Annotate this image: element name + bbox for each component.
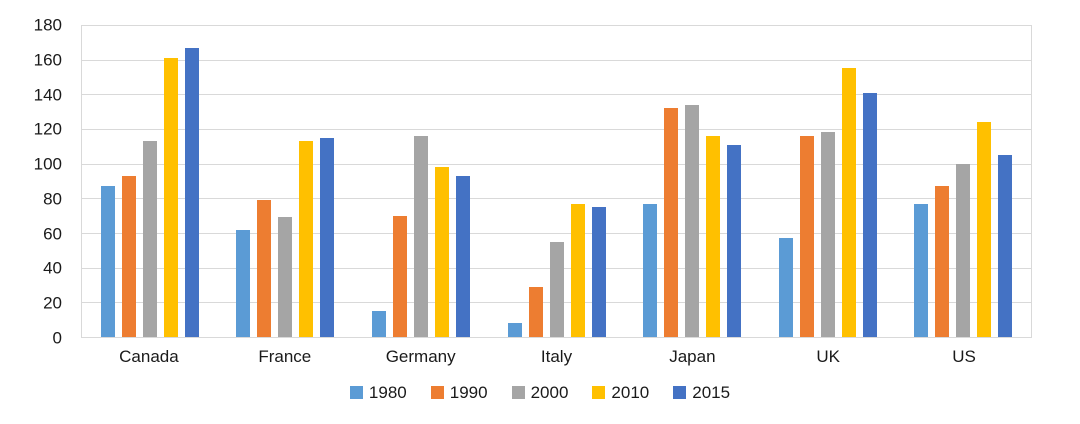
legend-label: 1990 [449, 383, 488, 402]
y-tick-label-0: 0 [52, 328, 62, 348]
y-tick-label-100: 100 [33, 154, 62, 174]
bar-japan-2010 [706, 135, 721, 337]
bar-us-2000 [956, 163, 971, 337]
y-tick-label-80: 80 [43, 189, 62, 209]
y-tick-label-120: 120 [33, 119, 62, 139]
x-tick-label-italy: Italy [540, 347, 573, 366]
bar-italy-2000 [549, 241, 564, 337]
bar-japan-1980 [643, 203, 658, 337]
bar-germany-2010 [434, 167, 449, 337]
gridline-180 [82, 25, 1031, 26]
bar-canada-2015 [184, 47, 199, 337]
gridline-60 [82, 233, 1031, 235]
bar-us-2010 [977, 122, 992, 337]
x-tick-label-canada: Canada [119, 347, 179, 366]
bar-uk-2000 [820, 132, 835, 337]
gridline-160 [82, 59, 1031, 61]
bar-germany-2015 [455, 175, 470, 337]
bar-uk-1990 [799, 135, 814, 337]
y-axis: 0 20 40 60 80 100 120 140 160 180 [0, 17, 62, 347]
legend: 1980 1990 2000 2010 2015 [0, 384, 1080, 401]
legend-item-1990: 1990 [430, 383, 488, 402]
bar-uk-2015 [862, 92, 877, 337]
legend-swatch-icon [349, 386, 363, 399]
bar-canada-2010 [163, 57, 178, 337]
bar-japan-1990 [664, 108, 679, 337]
bar-uk-1980 [778, 238, 793, 337]
y-tick-label-140: 140 [33, 85, 62, 105]
x-tick-label-uk: UK [816, 347, 841, 366]
legend-swatch-icon [511, 386, 525, 399]
y-tick-label-20: 20 [43, 293, 62, 313]
y-tick-label-40: 40 [43, 258, 62, 278]
bar-group-italy [489, 25, 625, 337]
plot-area [81, 25, 1032, 338]
bar-group-japan [624, 25, 760, 337]
bar-france-2000 [278, 217, 293, 337]
legend-item-2010: 2010 [592, 384, 649, 401]
legend-label: 2010 [611, 383, 650, 402]
bar-germany-1980 [371, 311, 386, 337]
y-tick-label-160: 160 [33, 50, 62, 70]
bar-canada-1990 [121, 175, 136, 337]
bar-france-2015 [320, 137, 335, 337]
bar-italy-2015 [591, 207, 606, 337]
bar-group-uk [760, 25, 896, 337]
bar-us-1990 [935, 186, 950, 337]
gridline-120 [82, 129, 1031, 131]
bar-france-2010 [299, 141, 314, 337]
bar-france-1990 [257, 200, 272, 337]
legend-item-2000: 2000 [511, 383, 569, 402]
bar-uk-2010 [841, 68, 856, 337]
x-tick-label-us: US [952, 347, 976, 366]
bar-italy-1980 [507, 323, 522, 337]
gridline-100 [82, 163, 1031, 165]
gridline-80 [82, 198, 1031, 200]
y-tick-label-60: 60 [43, 224, 62, 244]
bar-canada-2000 [142, 141, 157, 337]
legend-swatch-icon [592, 386, 606, 399]
legend-item-2015: 2015 [673, 384, 730, 401]
bar-germany-2000 [413, 135, 428, 337]
bar-group-france [218, 25, 354, 337]
x-tick-label-germany: Germany [385, 347, 456, 366]
legend-swatch-icon [673, 386, 687, 399]
x-tick-label-japan: Japan [669, 347, 716, 366]
bar-japan-2015 [727, 144, 742, 337]
x-axis: Canada France Germany Italy Japan UK US [81, 347, 1032, 367]
legend-label: 1980 [368, 383, 407, 402]
legend-swatch-icon [430, 386, 444, 399]
bar-japan-2000 [685, 104, 700, 337]
legend-label: 2015 [692, 383, 731, 402]
bar-group-germany [353, 25, 489, 337]
bar-italy-1990 [528, 286, 543, 337]
y-tick-label-180: 180 [33, 15, 62, 35]
bar-us-1980 [914, 203, 929, 337]
gridline-140 [82, 94, 1031, 96]
bar-us-2015 [998, 155, 1013, 337]
legend-label: 2000 [530, 383, 569, 402]
bar-germany-1990 [392, 215, 407, 337]
bar-france-1980 [236, 229, 251, 337]
bar-canada-1980 [100, 186, 115, 337]
bar-group-us [895, 25, 1031, 337]
bar-group-canada [82, 25, 218, 337]
legend-item-1980: 1980 [349, 383, 407, 402]
bar-italy-2010 [570, 203, 585, 337]
x-tick-label-france: France [258, 347, 312, 366]
bar-groups [82, 25, 1031, 337]
